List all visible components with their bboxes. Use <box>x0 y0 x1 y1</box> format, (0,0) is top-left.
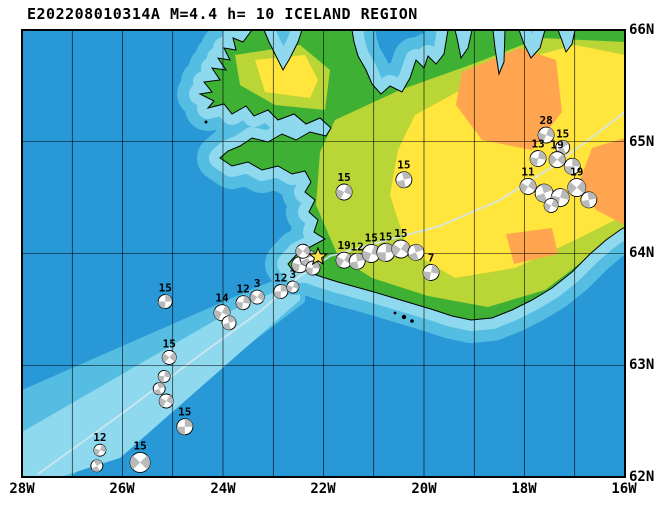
event-day-label: 15 <box>178 406 191 419</box>
focal-mechanism <box>529 150 547 167</box>
event-day-label: 12 <box>274 271 287 284</box>
focal-mechanism <box>157 369 171 383</box>
event-day-label: 19 <box>551 139 564 152</box>
x-axis-label-16w: 16W <box>611 481 637 497</box>
y-axis-label-65n: 65N <box>629 134 655 150</box>
event-day-label: 15 <box>394 227 407 240</box>
y-axis-label-62n: 62N <box>629 469 655 485</box>
y-axis-label-64n: 64N <box>629 245 655 261</box>
event-day-label: 15 <box>337 171 350 184</box>
focal-mechanism <box>422 264 440 281</box>
event-day-label: 15 <box>159 282 172 295</box>
elevation-summit-east <box>580 138 625 225</box>
event-day-label: 12 <box>93 431 106 444</box>
x-axis-label-24w: 24W <box>210 481 236 497</box>
focal-mechanism <box>249 289 265 305</box>
elevation-highland-westfjords <box>255 55 318 98</box>
focal-mechanism <box>93 443 107 457</box>
elevation-layers <box>235 38 625 307</box>
y-axis-label-66n: 66N <box>629 22 655 38</box>
focal-mechanism <box>537 126 555 144</box>
focal-mechanism <box>213 304 231 322</box>
focal-mechanism <box>543 197 559 213</box>
event-day-label: 3 <box>254 277 261 290</box>
focal-mechanism <box>221 315 237 331</box>
event-day-label: 15 <box>379 230 392 243</box>
x-axis-label-20w: 20W <box>411 481 437 497</box>
x-axis-label-22w: 22W <box>310 481 336 497</box>
focal-mechanism <box>129 452 151 473</box>
focal-mechanism <box>548 151 566 169</box>
y-axis-label-63n: 63N <box>629 357 655 373</box>
elevation-highland <box>390 45 625 278</box>
focal-mechanism <box>161 349 177 365</box>
map-title: E202208010314A M=4.4 h= 10 ICELAND REGIO… <box>27 5 418 23</box>
islet <box>393 311 397 315</box>
event-day-label: 11 <box>521 165 535 178</box>
event-day-label: 19 <box>570 166 583 179</box>
focal-mechanism <box>295 243 311 259</box>
event-day-label: 28 <box>539 114 552 127</box>
event-day-label: 14 <box>215 292 229 305</box>
islet <box>204 120 208 124</box>
focal-mechanism <box>335 183 353 201</box>
elevation-summit-vatnajokull <box>506 228 558 264</box>
x-axis-label-18w: 18W <box>511 481 537 497</box>
focal-mechanism <box>90 459 104 473</box>
focal-mechanism <box>157 294 173 310</box>
focal-mechanism <box>286 280 300 294</box>
focal-mechanism <box>348 252 366 270</box>
event-day-label: 3 <box>290 268 297 281</box>
focal-mechanism <box>176 418 194 436</box>
focal-mechanism <box>235 295 251 311</box>
event-day-label: 12 <box>351 240 364 253</box>
epicenter-star <box>308 246 328 266</box>
elevation-summit-north <box>456 48 562 150</box>
event-day-label: 13 <box>531 138 544 151</box>
focal-mechanism <box>273 284 289 299</box>
focal-mechanism <box>376 242 396 262</box>
event-day-label: 7 <box>428 251 435 264</box>
event-day-label: 15 <box>163 337 176 350</box>
focal-mechanism <box>158 393 174 409</box>
x-axis-label-26w: 26W <box>109 481 135 497</box>
event-day-label: 15 <box>365 232 378 245</box>
islet <box>401 314 407 320</box>
focal-mechanism <box>305 260 321 276</box>
event-day-label: 15 <box>133 439 146 452</box>
event-day-label: 15 <box>397 159 410 172</box>
focal-mechanism <box>563 157 581 175</box>
map-frame <box>21 29 626 478</box>
focal-mechanism <box>580 191 598 209</box>
focal-mechanism <box>519 177 537 195</box>
islet <box>410 319 414 323</box>
focal-mechanism <box>391 239 411 259</box>
focal-mechanism <box>407 243 425 261</box>
focal-mechanism <box>567 178 587 198</box>
focal-mechanism <box>152 382 166 396</box>
event-day-label: 15 <box>556 127 569 140</box>
event-day-label: 19 <box>337 239 350 252</box>
event-day-label: 12 <box>236 283 249 296</box>
x-axis-label-28w: 28W <box>9 481 35 497</box>
focal-mechanism <box>395 171 413 189</box>
